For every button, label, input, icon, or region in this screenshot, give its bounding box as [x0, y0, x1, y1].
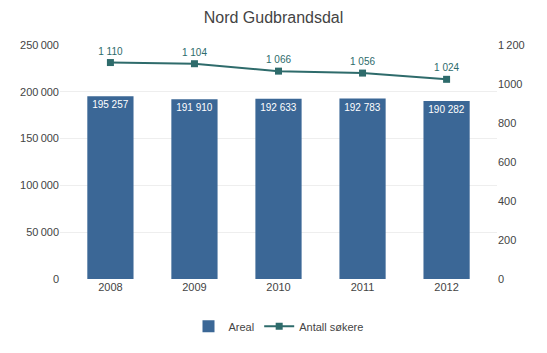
svg-text:400: 400 — [498, 195, 516, 207]
svg-text:200: 200 — [498, 234, 516, 246]
svg-text:Antall søkere: Antall søkere — [299, 321, 363, 333]
svg-text:250 000: 250 000 — [20, 39, 59, 51]
svg-text:2012: 2012 — [434, 281, 458, 293]
svg-text:600: 600 — [498, 156, 516, 168]
svg-text:1 056: 1 056 — [350, 56, 375, 67]
svg-text:192 783: 192 783 — [344, 102, 381, 113]
svg-text:1 110: 1 110 — [98, 46, 123, 57]
svg-text:1 200: 1 200 — [498, 39, 525, 51]
svg-text:190 282: 190 282 — [428, 104, 465, 115]
svg-text:Areal: Areal — [229, 321, 255, 333]
svg-text:0: 0 — [53, 273, 59, 285]
svg-text:2011: 2011 — [351, 281, 375, 293]
svg-text:1 104: 1 104 — [182, 47, 207, 58]
svg-text:Nord Gudbrandsdal: Nord Gudbrandsdal — [204, 9, 344, 26]
svg-text:200 000: 200 000 — [20, 86, 59, 98]
svg-text:1000: 1000 — [498, 78, 522, 90]
svg-text:2009: 2009 — [182, 281, 206, 293]
svg-text:0: 0 — [498, 273, 504, 285]
svg-text:1 024: 1 024 — [434, 62, 459, 73]
svg-text:800: 800 — [498, 117, 516, 129]
svg-text:2008: 2008 — [98, 281, 122, 293]
svg-text:195 257: 195 257 — [92, 99, 129, 110]
svg-text:100 000: 100 000 — [20, 179, 59, 191]
svg-text:192 633: 192 633 — [260, 102, 297, 113]
svg-text:2010: 2010 — [266, 281, 290, 293]
svg-text:150 000: 150 000 — [20, 132, 59, 144]
svg-text:191 910: 191 910 — [176, 102, 213, 113]
svg-text:50 000: 50 000 — [26, 226, 59, 238]
svg-text:1 066: 1 066 — [266, 54, 291, 65]
